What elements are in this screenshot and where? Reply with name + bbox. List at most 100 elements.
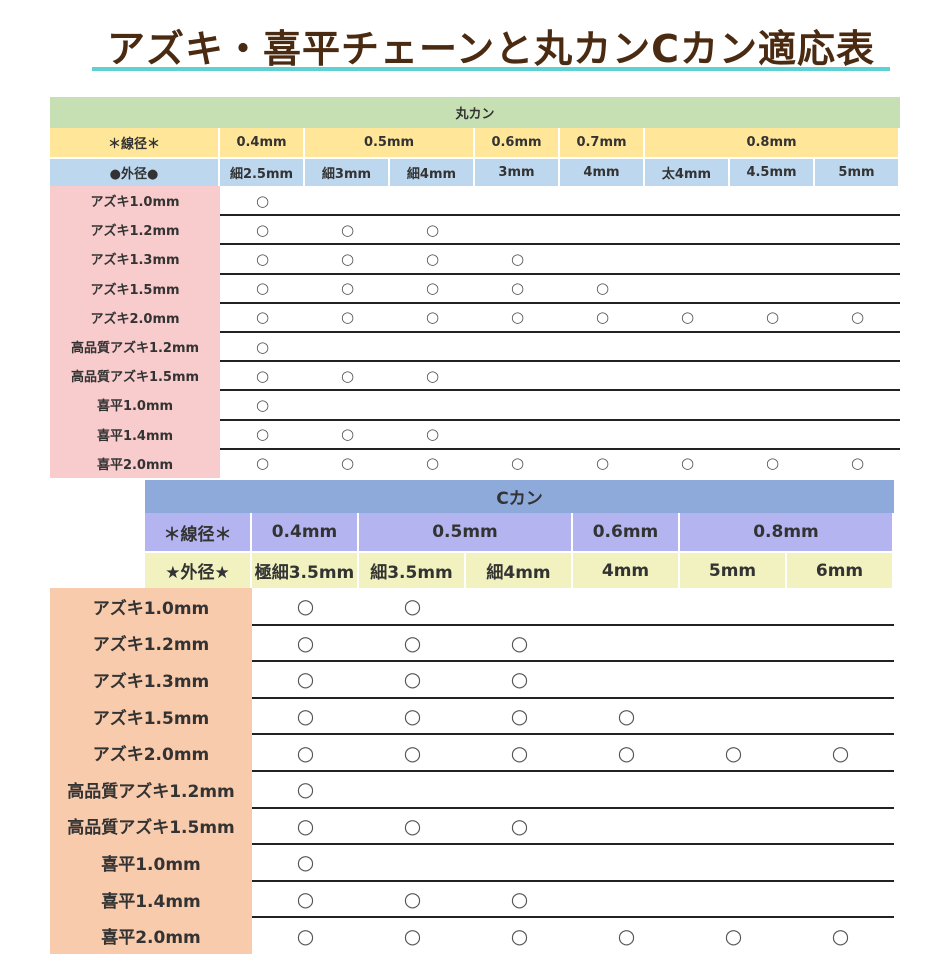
compatible-mark: ○ <box>510 887 529 912</box>
row-label: 喜平2.0mm <box>50 448 220 478</box>
row-label: アズキ1.2mm <box>50 624 252 662</box>
compatible-mark: ○ <box>255 279 270 298</box>
outer-diameter-header: 細3mm <box>305 157 390 186</box>
row-label: 高品質アズキ1.2mm <box>50 771 252 808</box>
row-divider <box>220 214 900 217</box>
compatible-mark: ○ <box>340 308 355 327</box>
compatible-mark: ○ <box>340 454 355 473</box>
row-divider <box>220 243 900 246</box>
row-label: 喜平2.0mm <box>50 917 252 954</box>
row-label: アズキ2.0mm <box>50 302 220 332</box>
outer-diameter-header: 3mm <box>475 157 560 186</box>
compatible-mark: ○ <box>425 279 440 298</box>
outer-diameter-header: 5mm <box>815 157 900 186</box>
compatible-mark: ○ <box>296 704 315 729</box>
compatible-mark: ○ <box>340 366 355 385</box>
compatible-mark: ○ <box>296 850 315 875</box>
row-label: アズキ1.0mm <box>50 588 252 625</box>
wire-diameter-header: 0.5mm <box>305 128 475 157</box>
compatible-mark: ○ <box>595 454 610 473</box>
compatible-mark: ○ <box>255 191 270 210</box>
outer-diameter-header: 細4mm <box>466 551 573 588</box>
compatible-mark: ○ <box>595 279 610 298</box>
compatible-mark: ○ <box>425 425 440 444</box>
row-label: アズキ1.3mm <box>50 244 220 274</box>
wire-diameter-header: 0.8mm <box>645 128 900 157</box>
compatible-mark: ○ <box>425 220 440 239</box>
row-divider <box>220 331 900 333</box>
compatible-mark: ○ <box>255 366 270 385</box>
table1-header: 丸カン <box>50 97 900 128</box>
compatible-mark: ○ <box>510 249 525 268</box>
row-label: 高品質アズキ1.2mm <box>50 332 220 362</box>
outer-diameter-header: 細3.5mm <box>359 551 466 588</box>
compatible-mark: ○ <box>403 740 422 765</box>
outer-diameter-header: 4.5mm <box>730 157 815 186</box>
compatible-mark: ○ <box>510 740 529 765</box>
compatible-mark: ○ <box>340 249 355 268</box>
compatible-mark: ○ <box>617 740 636 765</box>
wire-diameter-label: ＊線径＊ <box>145 513 252 551</box>
compatible-mark: ○ <box>510 630 529 655</box>
compatible-mark: ○ <box>510 923 529 948</box>
compatible-mark: ○ <box>340 220 355 239</box>
compatible-mark: ○ <box>340 279 355 298</box>
row-label: 高品質アズキ1.5mm <box>50 807 252 845</box>
wire-diameter-header: 0.4mm <box>220 128 305 157</box>
outer-diameter-label: ●外径● <box>50 157 220 186</box>
compatible-mark: ○ <box>850 308 865 327</box>
compatible-mark: ○ <box>510 279 525 298</box>
outer-diameter-header: 5mm <box>680 551 787 588</box>
compatible-mark: ○ <box>255 220 270 239</box>
compatible-mark: ○ <box>510 667 529 692</box>
compatible-mark: ○ <box>255 308 270 327</box>
outer-diameter-header: 4mm <box>560 157 645 186</box>
compatible-mark: ○ <box>255 425 270 444</box>
title-underline <box>92 67 890 71</box>
compatible-mark: ○ <box>831 740 850 765</box>
compatible-mark: ○ <box>296 740 315 765</box>
outer-diameter-header: 極細3.5mm <box>252 551 359 588</box>
wire-diameter-header: 0.6mm <box>475 128 560 157</box>
row-divider <box>252 733 894 736</box>
compatible-mark: ○ <box>403 630 422 655</box>
compatible-mark: ○ <box>403 704 422 729</box>
compatible-mark: ○ <box>425 454 440 473</box>
row-label: 高品質アズキ1.5mm <box>50 361 220 391</box>
row-label: 喜平1.0mm <box>50 844 252 881</box>
compatible-mark: ○ <box>296 777 315 802</box>
compatible-mark: ○ <box>340 425 355 444</box>
compatible-mark: ○ <box>425 249 440 268</box>
compatible-mark: ○ <box>255 454 270 473</box>
row-divider <box>220 418 900 421</box>
compatible-mark: ○ <box>296 594 315 619</box>
compatible-mark: ○ <box>680 454 695 473</box>
compatible-mark: ○ <box>425 308 440 327</box>
compatible-mark: ○ <box>296 923 315 948</box>
row-divider <box>252 916 894 919</box>
wire-diameter-header: 0.8mm <box>680 513 894 551</box>
compatible-mark: ○ <box>680 308 695 327</box>
row-label: アズキ1.3mm <box>50 661 252 698</box>
compatible-mark: ○ <box>255 395 270 414</box>
wire-diameter-header: 0.7mm <box>560 128 645 157</box>
row-divider <box>220 301 900 304</box>
row-divider <box>252 623 894 626</box>
compatible-mark: ○ <box>296 667 315 692</box>
row-divider <box>220 360 900 363</box>
compatible-mark: ○ <box>255 337 270 356</box>
compatible-mark: ○ <box>724 740 743 765</box>
compatible-mark: ○ <box>255 249 270 268</box>
compatible-mark: ○ <box>617 923 636 948</box>
compatible-mark: ○ <box>403 667 422 692</box>
compatible-mark: ○ <box>510 308 525 327</box>
row-label: アズキ1.0mm <box>50 186 220 216</box>
row-divider <box>252 879 894 882</box>
page-title: アズキ・喜平チェーンと丸カンCカン適応表 <box>107 27 875 71</box>
row-label: 喜平1.4mm <box>50 880 252 918</box>
compatible-mark: ○ <box>403 887 422 912</box>
row-divider <box>220 447 900 450</box>
row-divider <box>252 696 894 699</box>
compatible-mark: ○ <box>296 887 315 912</box>
compatible-mark: ○ <box>595 308 610 327</box>
